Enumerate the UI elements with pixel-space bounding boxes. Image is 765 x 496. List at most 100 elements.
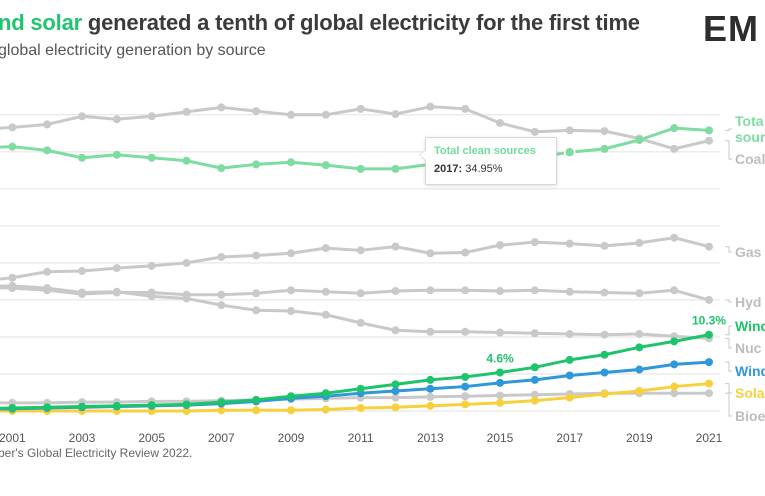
data-point-solar <box>635 387 644 396</box>
data-point-solar <box>461 400 470 409</box>
data-point-gas <box>530 238 539 247</box>
label-leader-clean <box>725 128 732 131</box>
data-point-coal <box>112 115 121 124</box>
data-point-gas <box>496 241 504 250</box>
tooltip-value: 34.95% <box>465 163 503 175</box>
data-point-clean <box>8 142 17 151</box>
data-point-gas <box>147 261 156 270</box>
data-point-wind_solar <box>78 402 86 411</box>
data-point-bio <box>426 392 435 401</box>
data-point-gas <box>705 242 713 251</box>
data-point-nuclear <box>496 328 504 337</box>
data-point-solar <box>670 382 679 391</box>
data-point-wind_solar <box>43 403 52 412</box>
data-point-coal <box>8 123 17 132</box>
data-point-solar <box>705 379 713 388</box>
chart-subtitle: global electricity generation by source <box>0 42 266 59</box>
data-point-nuclear <box>287 307 295 316</box>
data-point-solar <box>391 403 400 412</box>
data-point-solar <box>252 406 261 415</box>
data-point-gas <box>252 251 261 260</box>
series-line-wind_solar <box>0 333 711 410</box>
data-point-wind_solar <box>565 355 574 364</box>
x-tick-label: 2005 <box>138 431 165 445</box>
series-line-coal <box>0 105 711 151</box>
data-point-clean <box>356 164 365 173</box>
data-point-coal <box>530 127 539 136</box>
chart-tooltip: Total clean sources 2017: 34.95% <box>419 137 557 185</box>
data-point-coal <box>356 104 365 113</box>
data-point-coal <box>78 112 86 121</box>
series-line-gas <box>0 236 711 281</box>
label-leader-coal <box>725 140 732 160</box>
x-tick-label: 2019 <box>626 431 653 445</box>
data-point-wind <box>600 368 609 377</box>
data-point-coal <box>565 126 574 135</box>
series-line-clean <box>0 126 711 171</box>
data-point-nuclear <box>78 288 86 297</box>
series-label-nuclear: Nuc <box>735 340 762 356</box>
data-point-wind_solar <box>217 398 226 407</box>
data-point-clean <box>217 164 226 173</box>
data-point-coal <box>496 118 504 127</box>
data-point-wind_solar <box>112 401 121 410</box>
data-point-clean <box>391 164 400 173</box>
data-point-wind <box>391 387 400 396</box>
label-leader-nuclear <box>725 337 732 349</box>
data-point-hydro <box>670 286 679 295</box>
data-point-hydro <box>530 286 539 295</box>
label-leader-solar <box>725 383 732 394</box>
label-leader-gas <box>725 246 732 253</box>
data-point-clean <box>112 150 121 159</box>
data-point-nuclear <box>356 318 365 327</box>
data-point-wind <box>565 371 574 380</box>
data-point-nuclear <box>635 329 644 338</box>
data-point-nuclear <box>147 292 156 301</box>
data-point-gas <box>635 238 644 247</box>
chart-title: nd solar generated a tenth of global ele… <box>0 10 640 36</box>
data-point-nuclear <box>182 294 191 303</box>
data-point-nuclear <box>8 281 17 290</box>
series-label-coal: Coal <box>735 151 765 167</box>
data-point-nuclear <box>217 301 226 310</box>
data-point-coal <box>217 103 226 112</box>
x-tick-label: 2003 <box>69 431 96 445</box>
x-tick-label: 2013 <box>417 431 444 445</box>
x-tick-label: 2021 <box>696 431 723 445</box>
data-point-hydro <box>321 287 330 296</box>
chart-title-accent: nd solar <box>0 10 82 35</box>
data-point-hydro <box>426 286 435 295</box>
data-point-nuclear <box>43 284 52 293</box>
data-label-wind_solar: 4.6% <box>486 351 514 365</box>
x-tick-label: 2017 <box>556 431 583 445</box>
data-point-bio <box>391 393 400 402</box>
data-point-clean <box>670 124 679 133</box>
data-point-wind_solar <box>321 389 330 398</box>
data-point-nuclear <box>112 287 121 296</box>
data-point-hydro <box>391 287 400 296</box>
data-point-coal <box>461 104 470 113</box>
x-tick-label: 2009 <box>278 431 305 445</box>
data-point-coal <box>252 107 261 116</box>
data-point-gas <box>600 241 609 250</box>
x-tick-label: 2011 <box>348 431 374 445</box>
data-point-solar <box>426 401 435 410</box>
data-point-coal <box>147 112 156 121</box>
data-point-clean <box>600 144 609 153</box>
data-point-coal <box>670 144 679 153</box>
data-point-clean <box>182 156 191 165</box>
data-point-gas <box>43 267 52 276</box>
data-point-gas <box>8 273 17 282</box>
data-point-wind_solar <box>391 380 400 389</box>
data-point-nuclear <box>321 310 330 319</box>
data-point-wind <box>426 384 435 393</box>
data-point-coal <box>705 136 713 145</box>
data-point-coal <box>182 107 191 116</box>
x-tick-label: 2007 <box>208 431 235 445</box>
series-label-wind: Wind <box>735 363 765 379</box>
data-point-wind_solar <box>496 368 504 377</box>
data-point-gas <box>426 249 435 258</box>
label-leader-wind <box>725 361 732 372</box>
data-point-hydro <box>565 287 574 296</box>
